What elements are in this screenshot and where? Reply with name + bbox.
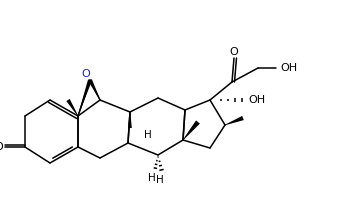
Text: H: H xyxy=(156,175,164,185)
Text: H: H xyxy=(144,130,152,140)
Polygon shape xyxy=(183,120,200,140)
Text: O: O xyxy=(0,142,3,152)
Text: OH: OH xyxy=(280,63,297,73)
Text: O: O xyxy=(229,47,238,57)
Text: H: H xyxy=(148,173,156,183)
Polygon shape xyxy=(128,112,132,128)
Text: O: O xyxy=(82,69,90,79)
Polygon shape xyxy=(225,116,244,125)
Polygon shape xyxy=(66,99,78,116)
Text: OH: OH xyxy=(248,95,265,105)
Polygon shape xyxy=(88,79,100,100)
Polygon shape xyxy=(78,79,92,116)
